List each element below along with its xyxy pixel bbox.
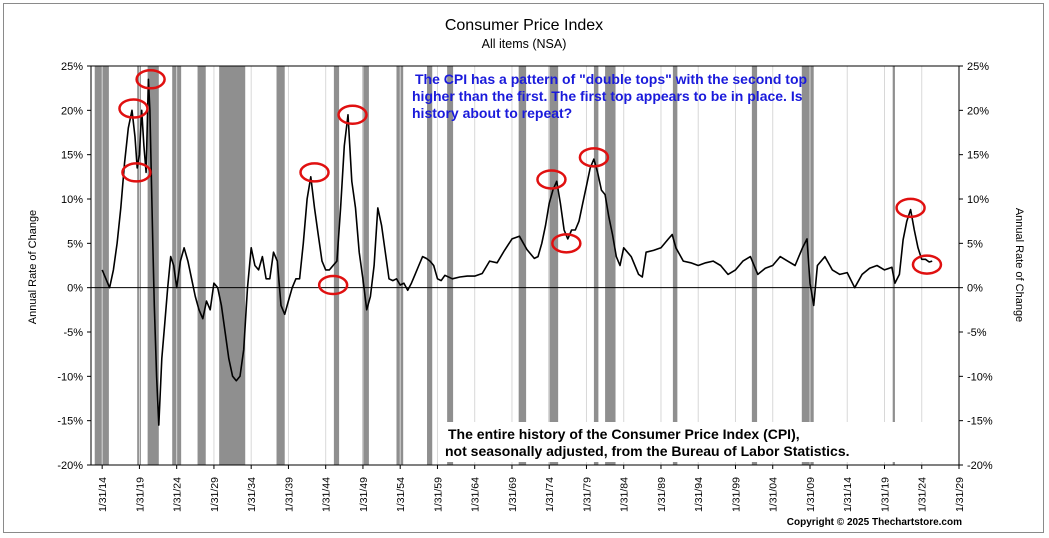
- y-tick-label: 10%: [61, 194, 83, 206]
- recession-bars: [94, 66, 895, 465]
- recession-bar: [197, 66, 206, 465]
- x-tick-label: 1/31/29: [954, 477, 966, 512]
- x-tick-label: 1/31/49: [358, 477, 370, 512]
- recession-bar: [605, 66, 616, 465]
- y-tick-label: -20%: [57, 460, 83, 472]
- highlight-circles: [118, 69, 943, 296]
- copyright: Copyright © 2025 Thechartstore.com: [787, 517, 962, 528]
- highlight-circle: [299, 162, 330, 183]
- recession-bar: [362, 66, 369, 465]
- recession-bar: [672, 66, 678, 465]
- recession-bar: [447, 66, 454, 465]
- highlight-circle: [135, 69, 166, 90]
- history-note-line-1: The entire history of the Consumer Price…: [448, 426, 800, 442]
- y-axis-right: 25% 20% 15% 10% 5% 0% -5% -10% -15% -20%: [959, 61, 993, 472]
- plot-area: [90, 65, 960, 466]
- recession-bar: [593, 66, 599, 465]
- recession-bar: [801, 66, 814, 465]
- y-tick-label: -20%: [967, 460, 993, 472]
- y-tick-label: 25%: [61, 61, 83, 73]
- chart-frame: [3, 3, 1044, 533]
- double-tops-note: The CPI has a pattern of "double tops" w…: [412, 71, 807, 121]
- recession-bar: [276, 66, 285, 465]
- x-tick-label: 1/31/14: [842, 477, 854, 512]
- y-tick-label: 15%: [967, 150, 989, 162]
- recession-bar: [219, 66, 246, 465]
- x-tick-label: 1/31/94: [693, 477, 705, 512]
- y-axis-left-label: Annual Rate of Change: [27, 210, 39, 324]
- x-tick-label: 1/31/19: [134, 477, 146, 512]
- highlight-circle: [337, 104, 368, 126]
- x-tick-label: 1/31/84: [619, 477, 631, 512]
- recession-bar: [892, 66, 895, 465]
- note-line-3: history about to repeat?: [412, 105, 572, 121]
- x-tick-label: 1/31/54: [395, 477, 407, 512]
- x-axis: 1/31/14 1/31/19 1/31/24 1/31/29 1/31/34 1/31/…: [97, 465, 966, 512]
- y-tick-label: 10%: [967, 194, 989, 206]
- x-tick-label: 1/31/09: [805, 477, 817, 512]
- history-note-background: [440, 422, 948, 462]
- x-tick-label: 1/31/04: [768, 477, 780, 512]
- y-tick-label: 25%: [967, 61, 989, 73]
- highlight-circle: [118, 98, 149, 119]
- x-tick-label: 1/31/59: [432, 477, 444, 512]
- history-note: The entire history of the Consumer Price…: [440, 422, 948, 462]
- x-tick-label: 1/31/99: [730, 477, 742, 512]
- highlight-circle: [551, 233, 582, 254]
- note-line-1: The CPI has a pattern of "double tops" w…: [415, 71, 807, 87]
- highlight-circle: [536, 169, 567, 190]
- y-tick-label: -15%: [57, 416, 83, 428]
- highlight-circle: [895, 197, 926, 219]
- y-tick-label: 20%: [967, 105, 989, 117]
- x-tick-label: 1/31/89: [656, 477, 668, 512]
- chart-subtitle: All items (NSA): [482, 37, 567, 51]
- y-tick-label: 5%: [967, 238, 983, 250]
- y-axis-right-label: Annual Rate of Change: [1013, 208, 1025, 322]
- y-tick-label: 0%: [967, 283, 983, 295]
- x-tick-label: 1/31/24: [172, 477, 184, 512]
- y-tick-label: 0%: [67, 283, 83, 295]
- y-tick-label: -10%: [57, 371, 83, 383]
- highlight-circle: [121, 162, 152, 183]
- highlight-circle: [317, 274, 349, 296]
- recession-bar: [548, 66, 559, 465]
- y-tick-label: 20%: [61, 105, 83, 117]
- cpi-series-line: [101, 78, 933, 426]
- y-tick-label: -5%: [967, 327, 987, 339]
- chart-title: Consumer Price Index: [445, 17, 603, 34]
- recession-bar: [427, 66, 433, 465]
- recession-bar: [333, 66, 340, 465]
- y-tick-label: 15%: [61, 150, 83, 162]
- x-tick-label: 1/31/74: [544, 477, 556, 512]
- x-tick-label: 1/31/69: [507, 477, 519, 512]
- y-tick-label: -15%: [967, 416, 993, 428]
- history-note-line-2: not seasonally adjusted, from the Bureau…: [445, 443, 850, 459]
- x-tick-label: 1/31/44: [321, 477, 333, 512]
- x-tick-label: 1/31/34: [246, 477, 258, 512]
- recession-bar: [518, 66, 527, 465]
- x-tick-label: 1/31/29: [209, 477, 221, 512]
- x-tick-label: 1/31/64: [470, 477, 482, 512]
- note-line-2: higher than the first. The first top app…: [412, 88, 803, 104]
- highlight-circle: [578, 147, 610, 168]
- x-tick-label: 1/31/19: [879, 477, 891, 512]
- y-tick-label: -5%: [63, 327, 83, 339]
- y-tick-label: -10%: [967, 371, 993, 383]
- y-axis-left: 25% 20% 15% 10% 5% 0% -5% -10% -15% -20%: [57, 61, 91, 472]
- x-tick-label: 1/31/39: [283, 477, 295, 512]
- highlight-circle: [911, 254, 943, 275]
- x-tick-label: 1/31/24: [917, 477, 929, 512]
- y-tick-label: 5%: [67, 238, 83, 250]
- x-tick-label: 1/31/79: [581, 477, 593, 512]
- x-tick-label: 1/31/14: [97, 477, 109, 512]
